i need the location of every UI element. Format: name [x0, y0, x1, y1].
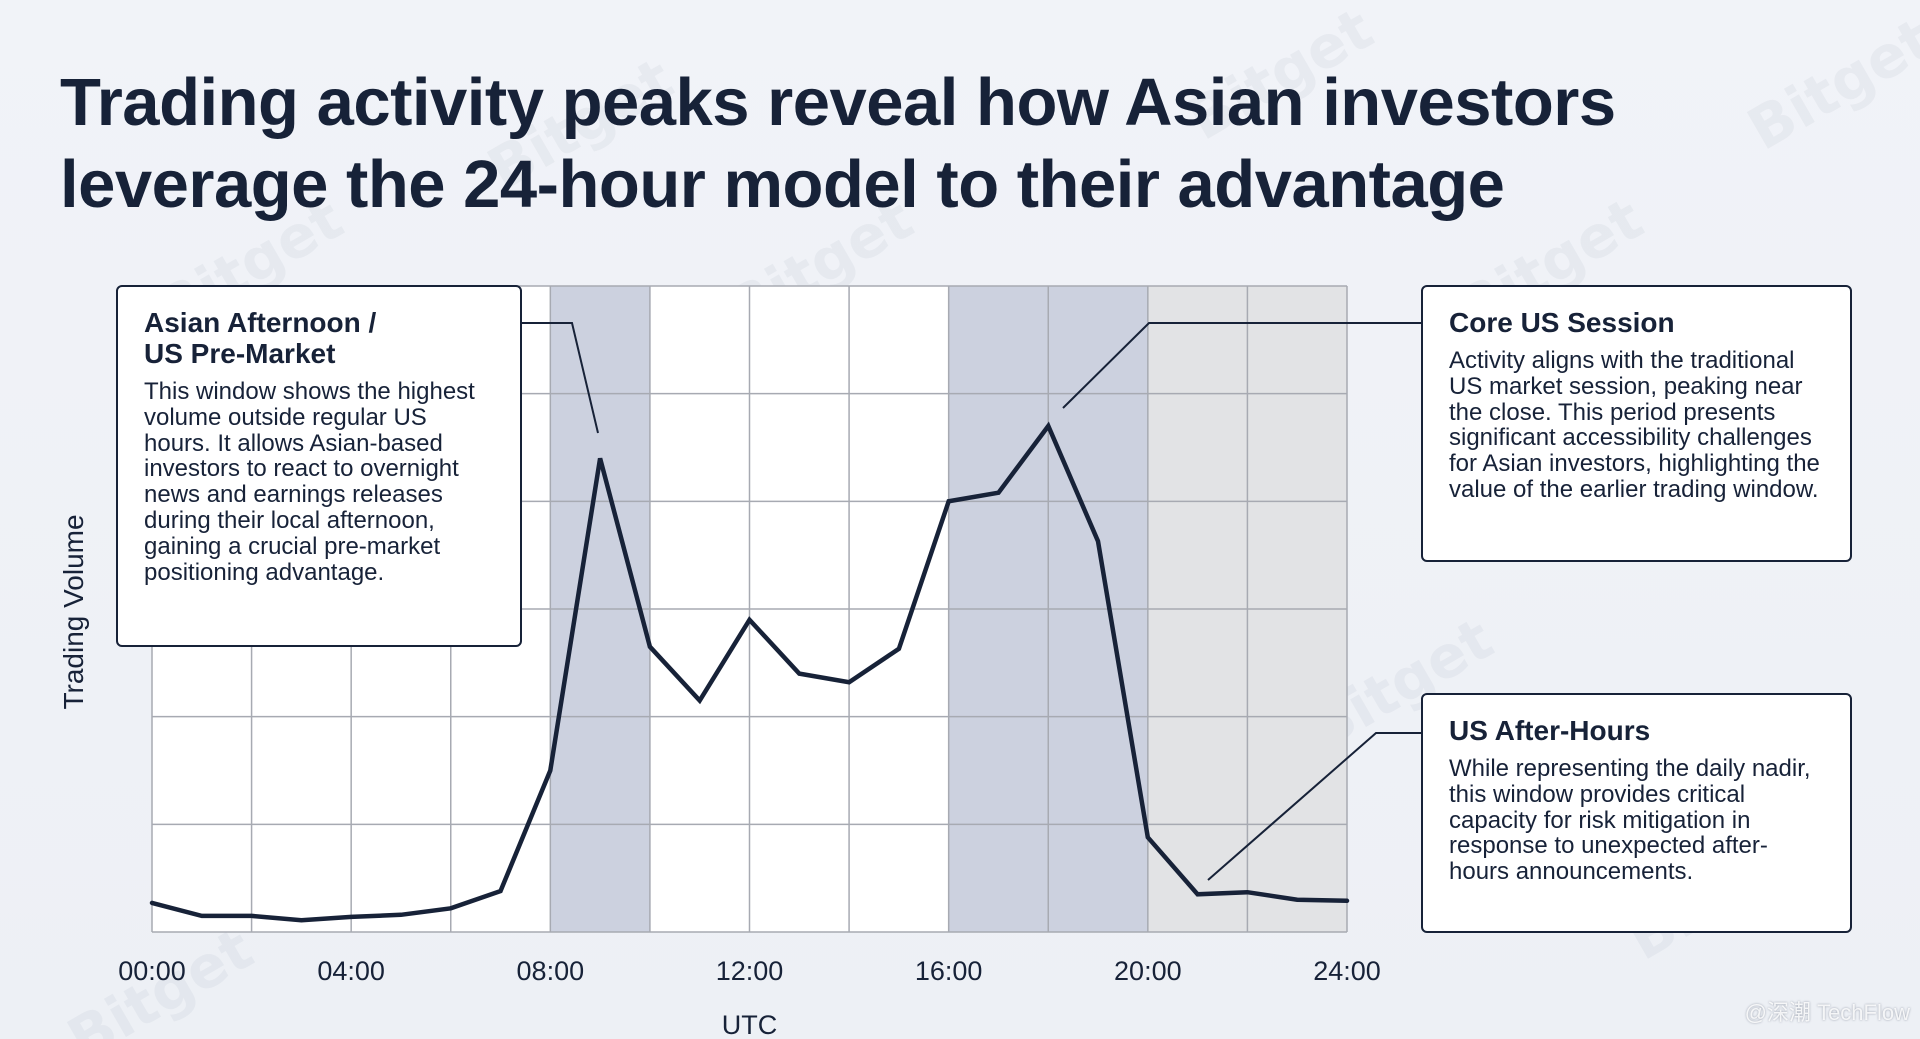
x-tick-labels: 00:00 04:00 08:00 12:00 16:00 20:00 24:00 — [118, 956, 1381, 986]
callout-asian-title-line-1: Asian Afternoon / — [144, 307, 377, 338]
callout-leader-lines — [522, 322, 1421, 881]
callout-after-title: US After-Hours — [1449, 715, 1651, 746]
callout-core-title: Core US Session — [1449, 307, 1675, 338]
y-axis-label: Trading Volume — [58, 514, 89, 709]
leader-line — [1207, 732, 1421, 881]
chart-title-line-2: leverage the 24-hour model to their adva… — [60, 147, 1505, 222]
leader-line — [522, 322, 599, 434]
callout-asian-title-line-2: US Pre-Market — [144, 338, 336, 369]
x-tick-label: 12:00 — [716, 956, 784, 986]
x-tick-label: 00:00 — [118, 956, 186, 986]
x-tick-label: 20:00 — [1114, 956, 1182, 986]
x-tick-label: 04:00 — [317, 956, 385, 986]
callout-core-us-session: Core US Session Activity aligns with the… — [1421, 285, 1852, 562]
x-tick-label: 24:00 — [1313, 956, 1381, 986]
chart-title-line-1: Trading activity peaks reveal how Asian … — [60, 65, 1616, 140]
callout-asian-body: This window shows the highest volume out… — [144, 378, 475, 586]
x-axis-label: UTC — [722, 1010, 778, 1039]
x-tick-label: 16:00 — [915, 956, 983, 986]
source-credit: @深潮 TechFlow — [1744, 1000, 1910, 1025]
callout-after-body: While representing the daily nadir, this… — [1449, 755, 1811, 886]
chart-title: Trading activity peaks reveal how Asian … — [60, 62, 1760, 226]
callout-asian-afternoon: Asian Afternoon / US Pre-Market This win… — [116, 285, 522, 647]
leader-line — [1062, 322, 1421, 409]
trading-volume-line — [149, 421, 1350, 923]
callout-asian-title: Asian Afternoon / US Pre-Market — [144, 307, 494, 369]
x-tick-label: 08:00 — [517, 956, 585, 986]
callout-core-body: Activity aligns with the traditional US … — [1449, 347, 1820, 503]
callout-us-after-hours: US After-Hours While representing the da… — [1421, 693, 1852, 933]
